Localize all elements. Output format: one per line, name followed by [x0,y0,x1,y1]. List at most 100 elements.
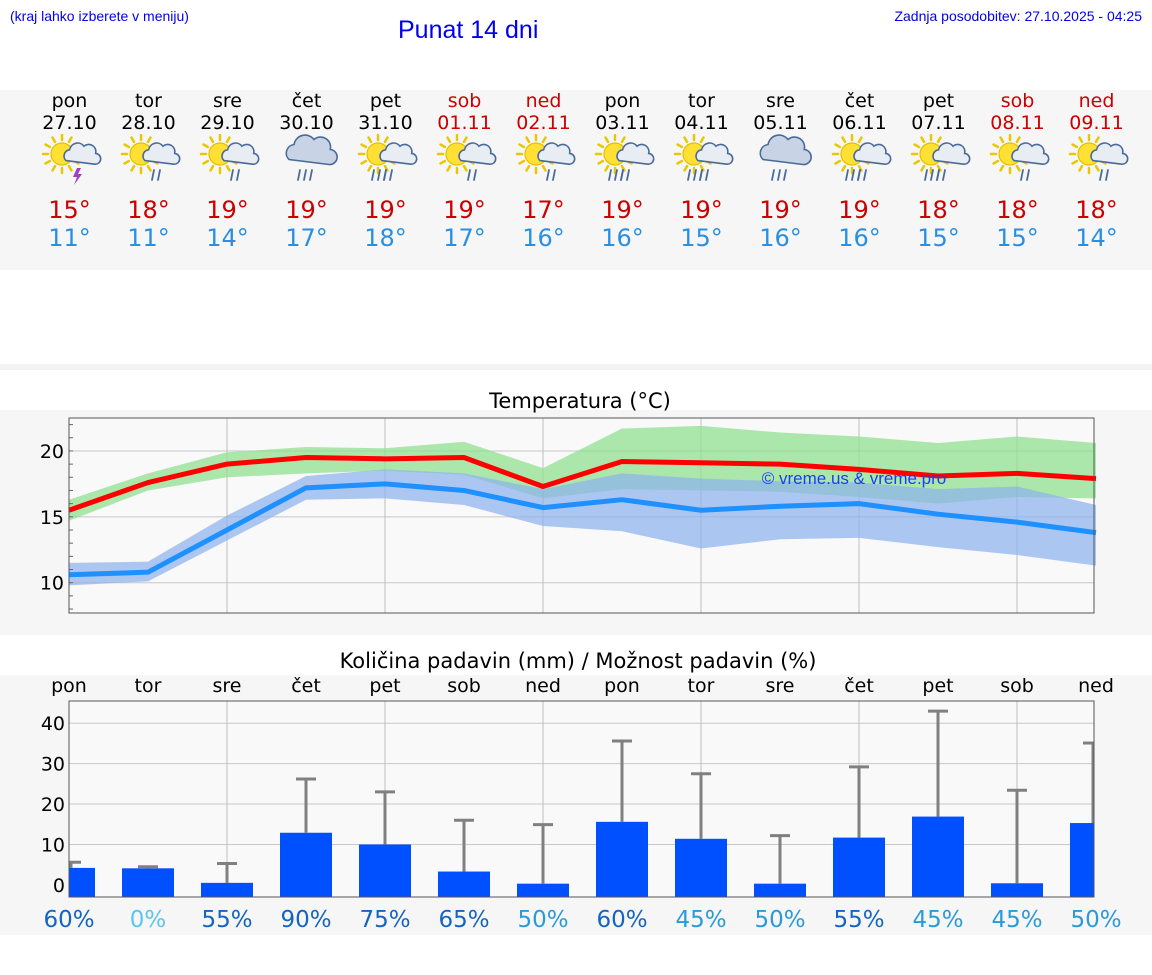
precip-probability: 45% [912,907,963,933]
temp-max: 19° [364,196,407,224]
temperature-chart-title: Temperatura (°C) [488,389,671,413]
location-hint-link[interactable]: (kraj lahko izberete v meniju) [10,8,189,24]
category-label: tor [135,675,162,697]
category-label: pon [604,675,640,697]
day-date: 02.11 [516,112,571,134]
sun-cloud-rain-icon [436,133,497,181]
precip-bar [438,871,490,897]
temp-max: 18° [917,196,960,224]
day-name: pon [604,90,641,112]
temp-max: 19° [680,196,723,224]
precip-probability: 50% [1070,907,1121,933]
plot-frame [68,700,1095,898]
day-date: 09.11 [1069,112,1124,134]
forecast-day: čet 06.11 19° 16° [820,90,899,252]
day-date: 01.11 [437,112,492,134]
max-temp-line [68,455,1097,513]
category-label: sob [1000,675,1034,697]
precip-bar [280,832,332,897]
forecast-day: sob 01.11 19° 17° [425,90,504,252]
precip-probability: 65% [438,907,489,933]
day-name: pet [922,90,955,112]
category-label: ned [525,675,561,697]
day-date: 08.11 [990,112,1045,134]
day-date: 06.11 [832,112,887,134]
day-date: 03.11 [595,112,650,134]
forecast-day: čet 30.10 19° 17° [267,90,346,252]
y-tick-label: 30 [41,754,65,776]
category-label: sre [766,675,795,697]
temp-max: 19° [206,196,249,224]
forecast-day: pon 03.11 19° 16° [583,90,662,252]
precip-bar [1070,823,1094,897]
day-date: 28.10 [121,112,176,134]
precip-bar [201,882,253,897]
temp-min: 16° [601,224,644,252]
day-name: tor [688,90,715,112]
precipitation-chart: Količina padavin (mm) / Možnost padavin … [41,649,1122,933]
temp-max: 18° [1075,196,1118,224]
plot-frame [68,417,1095,614]
precip-bar [122,868,174,897]
day-date: 07.11 [911,112,966,134]
temp-min: 11° [48,224,91,252]
day-name: ned [525,90,562,112]
temp-min: 17° [285,224,328,252]
temperature-chart: Temperatura (°C) 10 15 20 © vreme.us & vre… [40,389,1097,614]
temp-max: 19° [443,196,486,224]
day-name: sre [213,90,242,112]
day-name: sre [766,90,795,112]
temp-max: 19° [838,196,881,224]
temp-max: 17° [522,196,565,224]
page-title: Punat 14 dni [398,16,539,44]
temp-max: 19° [285,196,328,224]
precip-bar [675,838,727,897]
precip-bar [517,883,569,897]
precip-probability: 60% [43,907,94,933]
sun-cloud-rain-icon [1068,133,1129,181]
precip-probability: 75% [359,907,410,933]
category-label: sre [213,675,242,697]
min-range-band [69,469,1096,586]
precip-bar [596,821,648,897]
category-label: ned [1078,675,1114,697]
cloud-rain-icon [285,134,338,181]
day-date: 05.11 [753,112,808,134]
sun-cloud-heavy-rain-icon [594,133,655,181]
precip-bar [991,883,1043,897]
precip-bar [912,816,964,897]
temp-min: 15° [917,224,960,252]
sun-cloud-heavy-rain-icon [910,133,971,181]
day-date: 04.11 [674,112,729,134]
day-date: 29.10 [200,112,255,134]
forecast-day: sob 08.11 18° 15° [978,90,1057,252]
forecast-day: pet 31.10 19° 18° [346,90,425,252]
temp-max: 18° [996,196,1039,224]
last-update: Zadnja posodobitev: 27.10.2025 - 04:25 [894,8,1142,24]
day-date: 31.10 [358,112,413,134]
precip-bar [359,844,411,897]
day-date: 27.10 [42,112,97,134]
sun-cloud-rain-icon [120,133,181,181]
category-label: pet [369,675,400,697]
precip-probability: 45% [675,907,726,933]
temp-min: 18° [364,224,407,252]
temp-max: 15° [48,196,91,224]
y-tick-label: 40 [41,713,65,735]
sun-cloud-rain-icon [515,133,576,181]
temp-min: 15° [680,224,723,252]
forecast-day: ned 02.11 17° 16° [504,90,583,252]
forecast-day: sre 29.10 19° 14° [188,90,267,252]
precip-probability: 55% [201,907,252,933]
sun-cloud-thunder-icon [41,133,102,185]
min-temp-line [68,481,1097,578]
cloud-rain-icon [759,134,812,181]
day-name: ned [1078,90,1115,112]
day-name: tor [135,90,162,112]
y-tick-label: 20 [41,794,65,816]
sun-cloud-heavy-rain-icon [831,133,892,181]
forecast-day: pet 07.11 18° 15° [899,90,978,252]
forecast-day: tor 04.11 19° 15° [662,90,741,252]
temp-min: 15° [996,224,1039,252]
precipitation-chart-title: Količina padavin (mm) / Možnost padavin … [340,649,817,673]
